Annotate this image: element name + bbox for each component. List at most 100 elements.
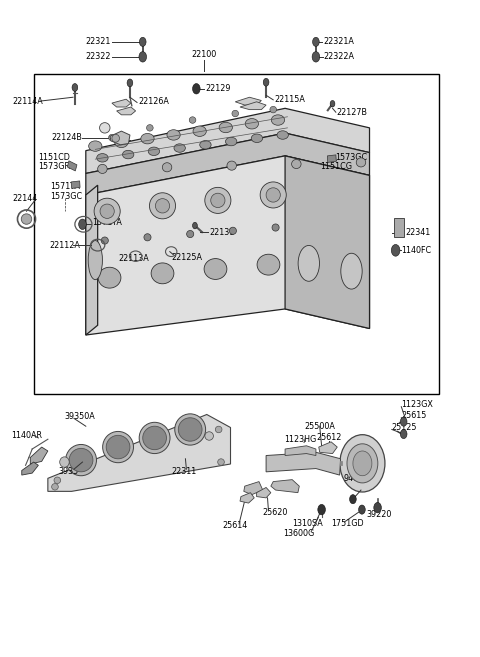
- Circle shape: [318, 505, 325, 515]
- Text: 1571TA: 1571TA: [92, 219, 122, 227]
- Polygon shape: [319, 442, 337, 453]
- Ellipse shape: [270, 106, 276, 113]
- Ellipse shape: [115, 137, 128, 148]
- Text: 22113A: 22113A: [118, 254, 149, 263]
- Text: 94650: 94650: [343, 474, 369, 484]
- Circle shape: [400, 430, 407, 439]
- Text: 1751GD: 1751GD: [332, 520, 364, 528]
- Bar: [327, 155, 336, 162]
- Ellipse shape: [205, 432, 214, 440]
- Ellipse shape: [100, 204, 114, 218]
- Polygon shape: [244, 482, 263, 495]
- Ellipse shape: [156, 198, 169, 213]
- Circle shape: [312, 52, 320, 62]
- Ellipse shape: [187, 231, 194, 238]
- Ellipse shape: [245, 118, 259, 129]
- Ellipse shape: [229, 227, 237, 235]
- Ellipse shape: [189, 117, 196, 124]
- Ellipse shape: [96, 154, 108, 162]
- Circle shape: [192, 222, 197, 229]
- Ellipse shape: [356, 158, 366, 167]
- Ellipse shape: [216, 426, 222, 433]
- Circle shape: [139, 37, 146, 47]
- Polygon shape: [86, 156, 370, 335]
- Ellipse shape: [149, 193, 176, 219]
- Polygon shape: [30, 447, 48, 464]
- Text: 22124B: 22124B: [52, 133, 83, 142]
- Ellipse shape: [60, 457, 69, 467]
- Ellipse shape: [260, 182, 286, 208]
- Text: 22115A: 22115A: [274, 95, 305, 104]
- Ellipse shape: [148, 147, 160, 156]
- Polygon shape: [86, 108, 370, 173]
- Text: 22125A: 22125A: [171, 253, 202, 262]
- Polygon shape: [257, 487, 271, 498]
- Ellipse shape: [272, 224, 279, 231]
- Text: 13600G: 13600G: [283, 529, 314, 538]
- Ellipse shape: [122, 150, 134, 159]
- Polygon shape: [112, 99, 131, 107]
- Ellipse shape: [175, 414, 205, 445]
- Text: 22144: 22144: [12, 194, 37, 203]
- Polygon shape: [271, 480, 300, 493]
- Text: 1573GH: 1573GH: [38, 162, 71, 171]
- Ellipse shape: [52, 484, 58, 490]
- Ellipse shape: [174, 144, 185, 152]
- Bar: [71, 181, 80, 189]
- Text: 1140FC: 1140FC: [401, 246, 432, 256]
- Ellipse shape: [98, 267, 121, 288]
- Text: 1573GC: 1573GC: [50, 192, 83, 201]
- Ellipse shape: [257, 254, 280, 275]
- Ellipse shape: [101, 237, 108, 244]
- Text: 22322: 22322: [86, 53, 111, 61]
- Ellipse shape: [94, 198, 120, 224]
- Polygon shape: [86, 133, 370, 195]
- Text: 25614: 25614: [222, 521, 247, 530]
- Ellipse shape: [141, 133, 154, 144]
- Ellipse shape: [340, 435, 385, 492]
- Text: 22131: 22131: [209, 227, 234, 237]
- Circle shape: [263, 78, 269, 86]
- Text: 22321A: 22321A: [323, 37, 354, 47]
- Circle shape: [349, 495, 356, 504]
- Ellipse shape: [69, 448, 93, 472]
- Ellipse shape: [97, 164, 107, 173]
- Ellipse shape: [211, 193, 225, 208]
- Ellipse shape: [271, 115, 285, 125]
- Ellipse shape: [226, 137, 237, 146]
- Ellipse shape: [179, 418, 202, 442]
- Circle shape: [127, 79, 133, 87]
- Text: 22127B: 22127B: [336, 108, 367, 117]
- Text: 1310SA: 1310SA: [292, 520, 323, 528]
- Ellipse shape: [232, 110, 239, 117]
- Ellipse shape: [21, 214, 32, 224]
- Text: 25615: 25615: [401, 411, 427, 420]
- Text: 1573GC: 1573GC: [335, 152, 367, 162]
- Polygon shape: [22, 462, 38, 475]
- Circle shape: [192, 83, 200, 94]
- Polygon shape: [86, 185, 97, 335]
- Text: 39350A: 39350A: [64, 412, 95, 421]
- Text: 22100: 22100: [192, 51, 217, 59]
- Ellipse shape: [341, 253, 362, 289]
- Text: 25500A: 25500A: [304, 422, 335, 431]
- Ellipse shape: [266, 188, 280, 202]
- Ellipse shape: [251, 134, 263, 143]
- Ellipse shape: [88, 240, 102, 280]
- Text: 22129: 22129: [205, 84, 231, 93]
- Ellipse shape: [162, 163, 172, 172]
- Polygon shape: [48, 415, 230, 491]
- Text: 1151CD: 1151CD: [38, 153, 70, 162]
- Ellipse shape: [146, 125, 153, 131]
- Text: 25125: 25125: [392, 423, 417, 432]
- Circle shape: [312, 37, 319, 47]
- Text: 22112A: 22112A: [49, 240, 80, 250]
- Text: 1151CG: 1151CG: [320, 162, 352, 171]
- Ellipse shape: [291, 160, 301, 169]
- Ellipse shape: [353, 451, 372, 476]
- Circle shape: [374, 503, 382, 513]
- Circle shape: [139, 52, 146, 62]
- Ellipse shape: [193, 126, 206, 137]
- Ellipse shape: [204, 259, 227, 279]
- Ellipse shape: [143, 426, 167, 449]
